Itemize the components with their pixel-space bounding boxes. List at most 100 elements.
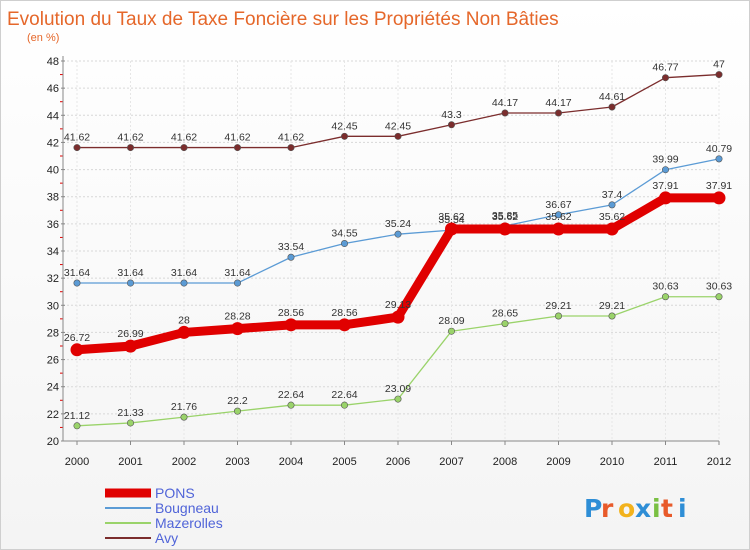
logo-letter: r — [601, 494, 614, 523]
data-point-bougneau — [287, 253, 295, 261]
y-tick-label: 44 — [47, 110, 59, 122]
data-label-pons: 26.99 — [117, 328, 143, 340]
data-point-bougneau — [234, 279, 242, 287]
data-point-bougneau — [661, 166, 669, 174]
data-point-pons — [552, 222, 565, 236]
data-point-mazerolles — [394, 395, 402, 403]
logo-letter: o — [618, 494, 635, 523]
data-point-avy — [287, 144, 295, 152]
data-point-bougneau — [608, 201, 616, 209]
data-label-pons: 26.72 — [64, 332, 90, 344]
data-point-bougneau — [340, 240, 348, 248]
data-label-avy: 41.62 — [171, 132, 197, 144]
data-point-bougneau — [73, 279, 81, 287]
data-point-bougneau — [394, 230, 402, 238]
y-tick-label: 48 — [47, 56, 59, 68]
data-point-mazerolles — [340, 401, 348, 409]
data-label-pons: 37.91 — [652, 180, 678, 192]
x-tick-label: 2009 — [546, 456, 570, 468]
y-tick-label: 24 — [47, 382, 59, 394]
y-tick-label: 46 — [47, 83, 59, 95]
x-tick-label: 2001 — [118, 456, 142, 468]
data-label-avy: 44.17 — [545, 97, 571, 109]
data-label-avy: 44.61 — [599, 91, 625, 103]
data-label-bougneau: 31.64 — [64, 267, 90, 279]
data-point-mazerolles — [715, 293, 723, 301]
data-point-avy — [340, 132, 348, 140]
data-label-bougneau: 35.85 — [492, 210, 518, 222]
data-label-pons: 37.91 — [706, 180, 732, 192]
data-point-bougneau — [715, 155, 723, 163]
data-point-avy — [447, 121, 455, 129]
y-tick-label: 42 — [47, 137, 59, 149]
data-label-avy: 47 — [713, 59, 725, 71]
logo-letter: i — [678, 494, 687, 523]
legend-label: Avy — [155, 530, 178, 546]
data-point-mazerolles — [661, 293, 669, 301]
x-tick-label: 2005 — [332, 456, 356, 468]
data-label-mazerolles: 29.21 — [599, 300, 625, 312]
data-point-pons — [231, 322, 244, 336]
y-tick-label: 30 — [47, 300, 59, 312]
plot-area: 20 22 24 26 28 30 32 34 36 38 40 42 44 46 48 2000 2001 20… — [47, 56, 732, 468]
data-label-mazerolles: 21.12 — [64, 410, 90, 422]
data-label-avy: 44.17 — [492, 97, 518, 109]
y-tick-label: 20 — [47, 436, 59, 448]
data-point-avy — [554, 109, 562, 117]
data-point-pons — [712, 191, 726, 205]
data-label-bougneau: 40.79 — [706, 143, 732, 155]
data-label-mazerolles: 22.64 — [278, 389, 304, 401]
data-label-bougneau: 31.64 — [224, 267, 250, 279]
data-point-mazerolles — [554, 312, 562, 320]
data-label-mazerolles: 28.09 — [438, 315, 464, 327]
x-tick-label: 2004 — [279, 456, 303, 468]
legend-label: Bougneau — [155, 500, 219, 516]
data-label-bougneau: 39.99 — [652, 154, 678, 166]
data-point-pons — [177, 325, 191, 339]
data-point-bougneau — [554, 211, 562, 219]
data-point-avy — [73, 144, 81, 152]
data-point-mazerolles — [73, 422, 81, 430]
data-point-avy — [127, 144, 135, 152]
data-label-mazerolles: 22.64 — [331, 389, 357, 401]
data-point-pons — [284, 318, 298, 332]
x-tick-label: 2012 — [707, 456, 731, 468]
data-label-avy: 41.62 — [224, 132, 250, 144]
x-tick-label: 2010 — [600, 456, 624, 468]
y-tick-label: 34 — [47, 246, 59, 258]
y-tick-label: 26 — [47, 355, 59, 367]
x-tick-label: 2006 — [386, 456, 410, 468]
data-point-bougneau — [180, 279, 188, 287]
legend-label: Mazerolles — [155, 515, 223, 531]
data-label-bougneau: 31.64 — [117, 267, 143, 279]
logo-letter: i — [652, 494, 661, 523]
data-point-mazerolles — [447, 327, 455, 335]
logo-letter: P — [584, 494, 602, 523]
y-tick-label: 36 — [47, 219, 59, 231]
chart-title: Evolution du Taux de Taxe Foncière sur l… — [7, 9, 559, 30]
data-label-pons: 35.62 — [438, 211, 464, 223]
data-label-mazerolles: 30.63 — [706, 281, 732, 293]
data-label-avy: 43.3 — [441, 109, 462, 121]
legend-label: PONS — [155, 485, 195, 501]
y-tick-label: 38 — [47, 192, 59, 204]
data-point-mazerolles — [127, 419, 135, 427]
data-label-pons: 28 — [178, 314, 190, 326]
data-label-pons: 28.28 — [224, 311, 250, 323]
data-point-avy — [234, 144, 242, 152]
x-tick-label: 2003 — [225, 456, 249, 468]
data-point-avy — [608, 103, 616, 111]
data-label-avy: 42.45 — [331, 120, 357, 132]
data-point-pons — [498, 222, 512, 236]
data-label-mazerolles: 29.21 — [545, 300, 571, 312]
data-point-mazerolles — [180, 413, 188, 421]
data-label-avy: 41.62 — [117, 132, 143, 144]
data-point-pons — [391, 310, 405, 324]
data-label-mazerolles: 30.63 — [652, 281, 678, 293]
data-point-pons — [124, 339, 137, 353]
data-label-avy: 41.62 — [64, 132, 90, 144]
chart-subtitle: (en %) — [27, 32, 59, 44]
data-label-avy: 42.45 — [385, 120, 411, 132]
data-point-pons — [70, 343, 84, 357]
